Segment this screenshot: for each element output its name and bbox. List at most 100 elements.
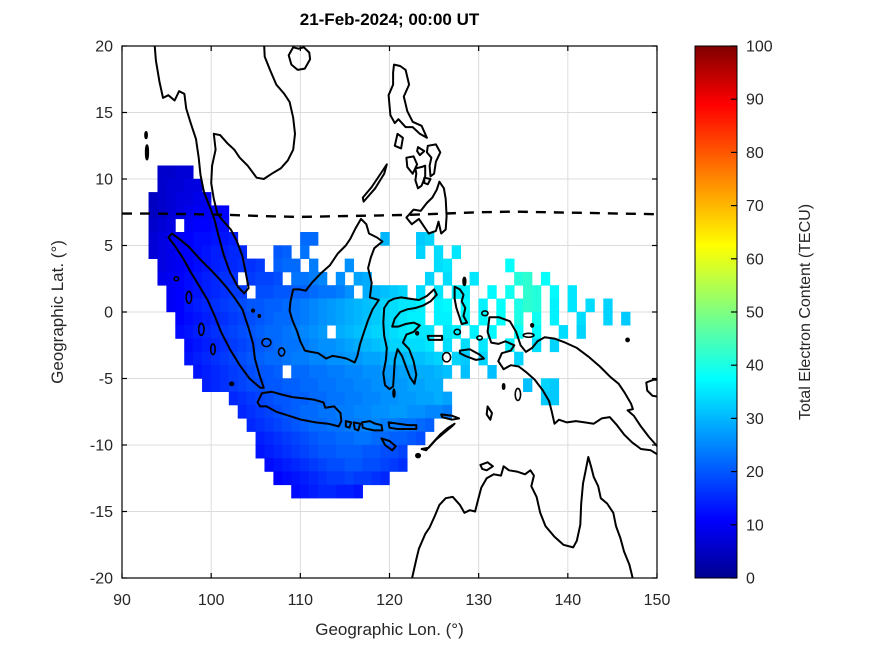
tec-cell (380, 232, 390, 246)
tec-cell (228, 245, 239, 259)
tec-cell (309, 258, 319, 273)
tec-cell (273, 298, 283, 313)
tec-cell (184, 245, 194, 259)
tec-cell (353, 391, 363, 406)
tec-cell (210, 298, 221, 313)
tec-cell (157, 165, 167, 180)
tec-cell (184, 205, 194, 220)
tec-cell (344, 471, 355, 486)
tec-cell (326, 484, 337, 499)
tec-cell (309, 391, 319, 406)
tec-cell (157, 258, 167, 273)
tec-cell (424, 232, 435, 246)
tec-cell (202, 338, 212, 353)
tec-cell (210, 258, 221, 273)
tec-cell (362, 298, 372, 313)
tec-cell (317, 311, 328, 326)
tec-cell (380, 458, 390, 472)
colorbar-tick-label: 60 (746, 251, 764, 268)
tec-cell (326, 378, 337, 392)
tec-cell (175, 271, 185, 286)
tec-cell (398, 365, 408, 379)
tec-cell (353, 444, 363, 459)
tec-cell (175, 298, 185, 313)
tec-cell (380, 365, 390, 379)
tec-cell (228, 391, 239, 406)
tec-cell (442, 311, 453, 326)
tec-cell (291, 378, 301, 392)
tec-cell (228, 351, 239, 366)
tec-cell (291, 444, 301, 459)
tec-cell (175, 285, 185, 299)
tec-cell (309, 325, 319, 339)
tec-cell (371, 471, 381, 486)
tec-cell (505, 285, 515, 299)
tec-cell (317, 271, 328, 286)
tec-cell (237, 325, 248, 339)
tec-cell (166, 205, 176, 220)
tec-cell (335, 298, 346, 313)
tec-cell (433, 404, 444, 419)
tec-cell (184, 298, 194, 313)
island (261, 337, 272, 348)
island (415, 330, 420, 336)
tec-cell (371, 365, 381, 379)
tec-cell (273, 391, 283, 406)
coastline (440, 413, 461, 421)
tec-cell (300, 431, 310, 446)
tec-cell (291, 285, 301, 299)
tec-cell (514, 311, 524, 326)
tec-cell (567, 285, 577, 299)
tec-cell (433, 391, 444, 406)
coastline (645, 378, 657, 398)
tec-cell (282, 258, 292, 273)
tec-cell (166, 165, 176, 180)
tec-cell (460, 365, 470, 379)
x-tick-label: 140 (554, 592, 581, 609)
tec-cell (398, 325, 408, 339)
tec-cell (246, 365, 256, 379)
tec-cell (326, 338, 337, 353)
tec-cell (362, 404, 372, 419)
tec-cell (540, 271, 551, 286)
coastline (360, 420, 384, 432)
tec-cell (514, 351, 524, 366)
island (144, 130, 148, 140)
tec-cell (273, 431, 283, 446)
tec-cell (184, 218, 194, 233)
coastline (411, 456, 634, 578)
x-tick-label: 100 (198, 592, 225, 609)
tec-cell (585, 298, 595, 313)
tec-cell (175, 178, 185, 193)
tec-cell (576, 311, 586, 326)
tec-cell (264, 365, 274, 379)
tec-cell (335, 378, 346, 392)
tec-cell (398, 298, 408, 313)
tec-cell (202, 311, 212, 326)
tec-cell (237, 378, 248, 392)
island (501, 383, 506, 390)
tec-cell (523, 378, 533, 392)
tec-cell (273, 458, 283, 472)
tec-cell (540, 391, 551, 406)
tec-cell (264, 298, 274, 313)
tec-cell (237, 258, 248, 273)
tec-cell (202, 271, 212, 286)
tec-cell (362, 351, 372, 366)
tec-cell (371, 391, 381, 406)
tec-cell (193, 271, 203, 286)
coastline (387, 421, 418, 430)
tec-cell (451, 351, 462, 366)
tec-cell (219, 218, 230, 233)
tec-cell (193, 218, 203, 233)
colorbar-tick-label: 70 (746, 198, 764, 215)
tec-cell (291, 471, 301, 486)
tec-cell (335, 391, 346, 406)
tec-cell (193, 232, 203, 246)
tec-cell (424, 365, 435, 379)
colorbar-tick-label: 10 (746, 517, 764, 534)
tec-cell (326, 431, 337, 446)
tec-cell (282, 298, 292, 313)
tec-cell (300, 444, 310, 459)
tec-cell (416, 351, 426, 366)
